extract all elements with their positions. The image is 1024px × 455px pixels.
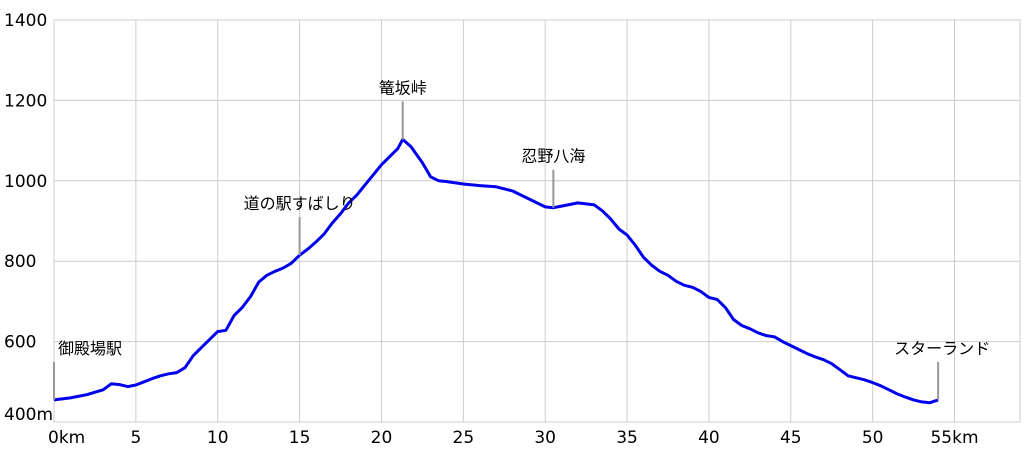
x-tick-label: 5 — [130, 428, 141, 448]
x-tick-label: 50 — [862, 428, 884, 448]
x-tick-label: 25 — [453, 428, 475, 448]
x-tick-label: 10 — [207, 428, 229, 448]
x-tick-label: 45 — [780, 428, 802, 448]
elevation-line — [53, 137, 939, 405]
annotation-label: スターランド — [894, 339, 990, 358]
y-tick-label: 1400 — [4, 11, 47, 31]
x-tick-label: 55km — [930, 428, 978, 448]
chart-grid — [53, 19, 1021, 423]
annotation-label: 御殿場駅 — [58, 339, 122, 358]
y-tick-label: 1200 — [4, 91, 47, 111]
x-tick-label: 0km — [48, 428, 85, 448]
x-tick-label: 20 — [371, 428, 393, 448]
y-tick-label: 1000 — [4, 172, 47, 192]
annotation-label: 忍野八海 — [521, 147, 585, 166]
chart-tick-labels: 0km 5 10 15 20 25 30 35 40 45 50 55km 400m 600 800 1000… — [4, 11, 979, 448]
x-tick-label: 40 — [698, 428, 720, 448]
y-tick-label: 800 — [4, 252, 36, 272]
annotation-label: 道の駅すばしり — [244, 194, 356, 213]
x-tick-label: 30 — [534, 428, 556, 448]
plot-frame — [53, 19, 1021, 423]
x-tick-label: 15 — [289, 428, 311, 448]
chart-series-layer — [53, 137, 939, 405]
annotation-label: 篭坂峠 — [379, 78, 427, 97]
y-tick-label: 600 — [4, 333, 36, 353]
y-tick-label: 400m — [4, 405, 53, 425]
x-tick-label: 35 — [616, 428, 638, 448]
